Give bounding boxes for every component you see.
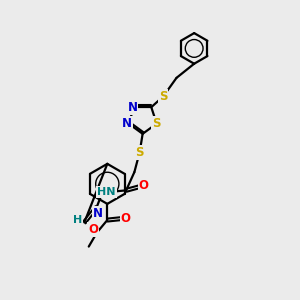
Text: O: O bbox=[121, 212, 130, 225]
Text: S: S bbox=[152, 117, 161, 130]
Text: H: H bbox=[73, 215, 83, 225]
Text: S: S bbox=[135, 146, 144, 159]
Text: S: S bbox=[159, 90, 167, 103]
Text: N: N bbox=[122, 117, 132, 130]
Text: O: O bbox=[139, 179, 149, 192]
Text: HN: HN bbox=[97, 187, 116, 197]
Text: N: N bbox=[93, 206, 103, 220]
Text: N: N bbox=[128, 101, 137, 114]
Text: O: O bbox=[88, 223, 98, 236]
